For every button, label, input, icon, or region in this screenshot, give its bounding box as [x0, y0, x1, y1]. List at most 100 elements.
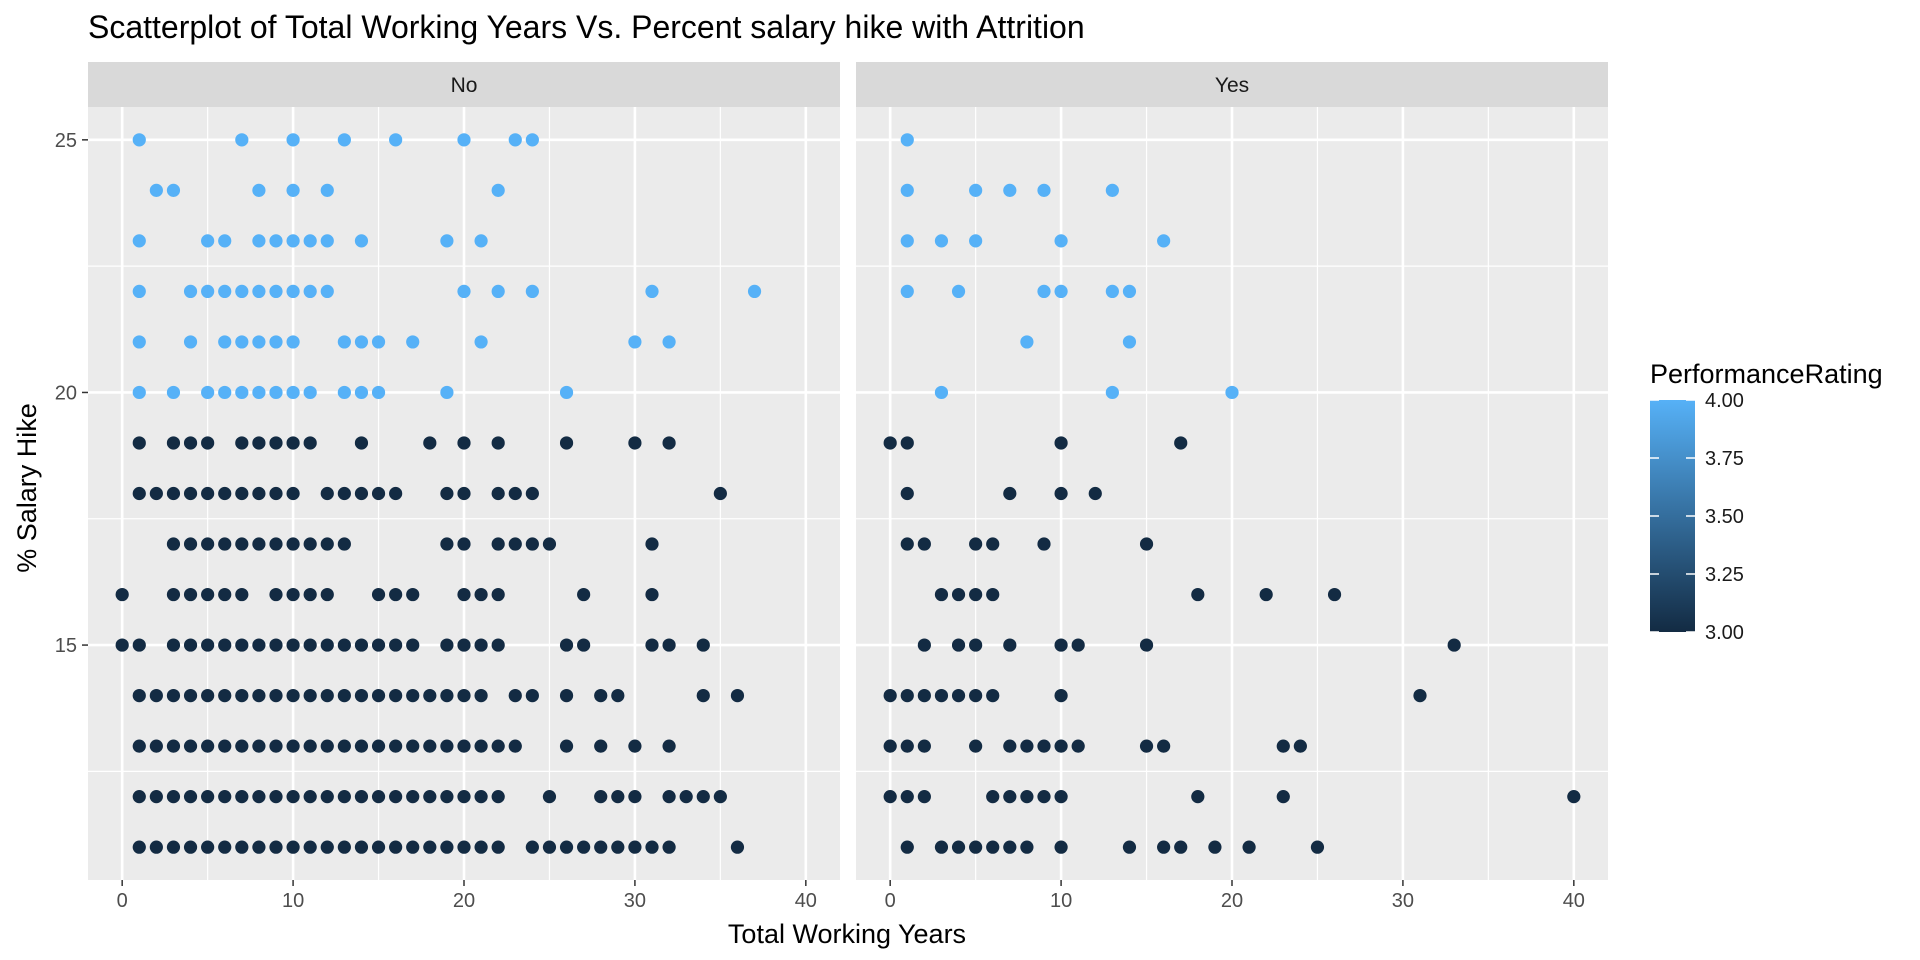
data-point [201, 284, 215, 299]
data-point [474, 840, 488, 854]
data-point [149, 840, 163, 854]
data-point [508, 486, 522, 501]
data-point [1003, 638, 1017, 652]
data-point [1327, 587, 1342, 602]
data-point [320, 587, 334, 602]
data-point [252, 688, 266, 703]
y-tick-label: 20 [55, 382, 77, 404]
data-point [1122, 284, 1137, 299]
data-point [1054, 840, 1068, 854]
data-point [457, 790, 471, 804]
data-point [508, 739, 522, 753]
data-point [474, 790, 488, 804]
data-point [440, 486, 454, 501]
data-point [286, 284, 300, 299]
data-point [183, 587, 198, 602]
data-point [406, 587, 420, 602]
data-point [934, 385, 949, 400]
data-point [183, 790, 198, 804]
data-point [183, 688, 198, 703]
data-point [491, 587, 505, 602]
data-point [371, 739, 386, 753]
data-point [900, 486, 914, 501]
data-point [235, 436, 249, 450]
data-point [354, 688, 369, 703]
data-point [1139, 537, 1154, 551]
data-point [166, 436, 181, 450]
data-point [1003, 486, 1017, 501]
data-point [201, 638, 215, 652]
data-point [542, 840, 557, 854]
data-point [662, 739, 676, 753]
data-point [1259, 587, 1273, 602]
data-point [269, 335, 283, 349]
data-point [951, 587, 966, 602]
data-point [320, 183, 334, 197]
data-point [218, 638, 232, 652]
data-point [201, 486, 215, 501]
data-point [269, 840, 283, 854]
data-point [1208, 840, 1222, 854]
data-point [201, 840, 215, 854]
data-point [1122, 335, 1137, 349]
legend-label: 4.00 [1705, 390, 1744, 412]
data-point [1020, 840, 1034, 854]
data-point [1122, 840, 1137, 854]
data-point [269, 739, 283, 753]
data-point [696, 790, 710, 804]
data-point [491, 739, 505, 753]
data-point [320, 739, 334, 753]
legend-label: 3.50 [1705, 506, 1744, 528]
data-point [303, 587, 317, 602]
data-point [132, 284, 146, 299]
data-point [406, 335, 420, 349]
data-point [577, 840, 591, 854]
data-point [1003, 790, 1017, 804]
data-point [303, 385, 317, 400]
data-point [679, 790, 693, 804]
data-point [303, 638, 317, 652]
data-point [1174, 436, 1188, 450]
data-point [183, 840, 198, 854]
data-point [1139, 739, 1154, 753]
x-tick-label: 40 [1563, 890, 1585, 912]
data-point [986, 587, 1000, 602]
data-point [252, 284, 266, 299]
data-point [1105, 284, 1119, 299]
data-point [1037, 790, 1051, 804]
data-point [440, 638, 454, 652]
data-point [1054, 638, 1068, 652]
data-point [1054, 284, 1068, 299]
data-point [559, 840, 574, 854]
data-point [252, 790, 266, 804]
data-point [132, 385, 146, 400]
data-point [1054, 739, 1068, 753]
data-point [474, 739, 488, 753]
data-point [457, 537, 471, 551]
data-point [1003, 739, 1017, 753]
data-point [218, 335, 232, 349]
data-point [491, 284, 505, 299]
data-point [337, 385, 351, 400]
data-point [917, 688, 931, 703]
data-point [1191, 587, 1205, 602]
x-tick-label: 40 [795, 890, 817, 912]
data-point [132, 335, 146, 349]
data-point [1003, 183, 1017, 197]
data-point [457, 840, 471, 854]
data-point [269, 385, 283, 400]
x-tick-label: 20 [453, 890, 475, 912]
data-point [900, 739, 914, 753]
data-point [730, 840, 745, 854]
data-point [1242, 840, 1256, 854]
data-point [149, 486, 163, 501]
data-point [201, 436, 215, 450]
data-point [986, 688, 1000, 703]
data-point [337, 486, 351, 501]
data-point [1003, 840, 1017, 854]
data-point [934, 587, 949, 602]
data-point [337, 638, 351, 652]
data-point [491, 840, 505, 854]
data-point [559, 688, 574, 703]
data-point [354, 638, 369, 652]
